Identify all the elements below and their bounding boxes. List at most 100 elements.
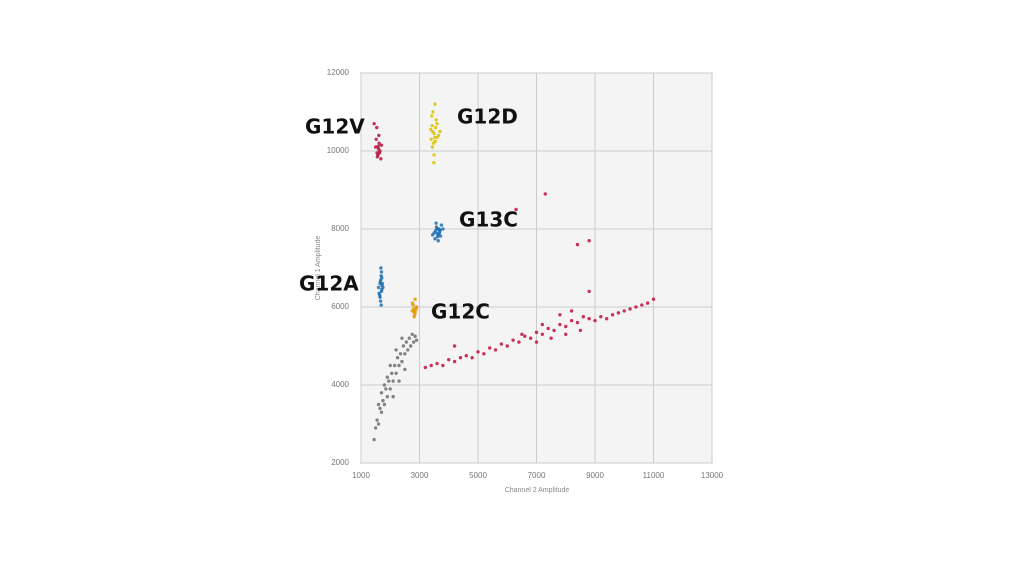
point: [575, 320, 580, 325]
point: [651, 297, 656, 301]
point: [558, 313, 562, 317]
point: [423, 365, 428, 370]
point: [605, 317, 609, 321]
point: [413, 297, 417, 301]
x-tick-label: 9000: [586, 471, 604, 480]
point: [429, 363, 433, 368]
point: [435, 361, 439, 366]
point: [534, 340, 539, 344]
point: [430, 114, 434, 118]
point: [378, 406, 382, 411]
point: [413, 334, 417, 338]
y-tick-label: 6000: [331, 302, 349, 311]
point: [373, 426, 378, 430]
point: [587, 317, 591, 321]
point: [599, 315, 603, 319]
y-tick-label: 8000: [331, 224, 349, 233]
point: [376, 402, 381, 407]
point: [377, 133, 381, 138]
point: [622, 309, 626, 313]
x-tick-label: 3000: [411, 471, 429, 480]
point: [430, 123, 434, 128]
point: [464, 354, 468, 358]
point: [433, 102, 437, 106]
point: [400, 336, 404, 340]
point: [394, 371, 398, 375]
x-axis-title: Channel 2 Amplitude: [505, 487, 570, 494]
cluster-label: G13C: [459, 208, 518, 232]
point: [375, 125, 379, 130]
point: [470, 356, 474, 360]
point: [610, 313, 615, 317]
point: [375, 418, 379, 422]
point: [432, 153, 436, 157]
point: [447, 357, 451, 362]
point: [437, 228, 442, 232]
point: [431, 110, 435, 114]
point: [374, 137, 378, 141]
point: [379, 410, 384, 414]
point: [558, 322, 562, 327]
point: [514, 207, 518, 212]
point: [452, 344, 457, 348]
point: [414, 338, 419, 342]
point: [511, 338, 515, 342]
point: [410, 301, 415, 305]
point: [452, 359, 457, 364]
point: [438, 234, 443, 238]
point: [385, 395, 390, 399]
cluster-label: G12D: [457, 105, 518, 129]
point: [441, 363, 445, 368]
point: [433, 135, 437, 140]
point: [428, 127, 433, 132]
point: [616, 311, 621, 315]
point: [376, 285, 381, 290]
point: [372, 122, 376, 126]
point: [429, 137, 433, 141]
point: [382, 402, 387, 407]
point: [387, 379, 391, 383]
point: [398, 352, 403, 356]
point: [412, 315, 416, 319]
y-tick-label: 2000: [331, 458, 349, 467]
point: [534, 330, 539, 335]
point: [546, 326, 550, 331]
point: [441, 227, 445, 231]
x-tick-label: 7000: [528, 471, 546, 480]
point: [391, 395, 395, 399]
point: [587, 289, 591, 294]
point: [403, 367, 407, 372]
point: [411, 340, 416, 344]
point: [493, 348, 498, 352]
point: [376, 422, 381, 426]
point: [436, 239, 440, 243]
point: [377, 291, 381, 296]
point: [435, 122, 439, 126]
cluster-label: G12C: [431, 300, 490, 324]
point: [435, 231, 440, 236]
point: [375, 155, 380, 159]
point: [403, 352, 407, 356]
point: [377, 141, 381, 145]
point: [404, 340, 409, 344]
point: [384, 387, 388, 391]
point: [380, 281, 385, 286]
point: [564, 332, 568, 336]
x-tick-label: 5000: [469, 471, 487, 480]
point: [379, 270, 384, 274]
point: [552, 328, 556, 333]
point: [476, 350, 480, 354]
point: [628, 307, 632, 311]
point: [379, 266, 383, 270]
point: [388, 363, 392, 368]
point: [640, 303, 644, 307]
point: [520, 332, 524, 336]
point: [434, 118, 438, 122]
point: [376, 144, 380, 149]
x-tick-label: 13000: [701, 471, 724, 480]
point: [549, 336, 553, 340]
point: [438, 129, 442, 134]
point: [434, 221, 438, 225]
point: [482, 352, 486, 356]
point: [382, 383, 387, 387]
